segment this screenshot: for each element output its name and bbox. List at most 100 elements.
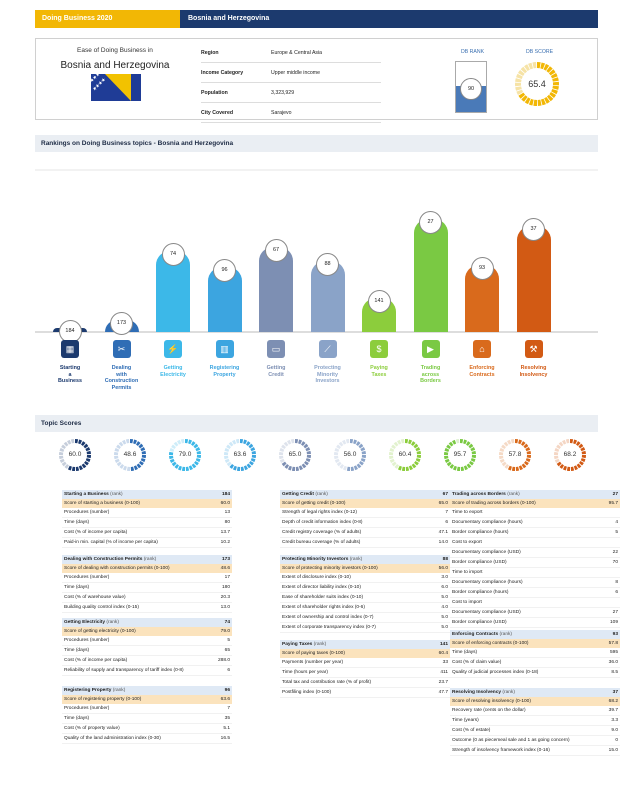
donut-segment — [250, 447, 256, 452]
topic-score-donut: 60.4 — [388, 438, 422, 472]
donut-segment — [518, 465, 523, 471]
topic-table-row: Procedures (number) 13 — [62, 508, 232, 518]
topic-table-row: Time (hours per year) 411 — [280, 668, 450, 678]
topic-table-row: Paid-in min. capital (% of income per ca… — [62, 538, 232, 548]
topic-table-row: Building quality control index (0-15) 13.… — [62, 603, 232, 613]
donut-segment — [463, 465, 468, 471]
topic-table-row: Reliability of supply and transparency o… — [62, 666, 232, 676]
donut-segment — [449, 463, 455, 469]
economy-info-table: Region Europe & Central Asia Income Categ… — [201, 43, 381, 123]
topic-score-value: 60.0 — [68, 451, 82, 458]
topic-table-row: Time (years) 3.3 — [450, 716, 620, 726]
donut-segment — [118, 441, 124, 447]
topic-table-row: Documentary compliance (hours) 8 — [450, 578, 620, 588]
topic-score-donut: 63.6 — [223, 438, 257, 472]
donut-segment — [85, 447, 91, 452]
bar-rank-label: 37 — [522, 217, 545, 241]
donut-segment — [279, 458, 285, 463]
bar-10 — [516, 225, 551, 332]
donut-segment — [558, 441, 564, 447]
donut-segment — [171, 461, 177, 467]
topic-table-row: Time (days) 595 — [450, 648, 620, 658]
topic-table-row: Cost (% of estate) 9.0 — [450, 726, 620, 736]
donut-segment — [415, 447, 421, 452]
donut-segment — [466, 463, 472, 469]
donut-segment — [191, 463, 197, 469]
topic-score-donut: 68.2 — [553, 438, 587, 472]
donut-segment — [303, 443, 309, 449]
donut-segment — [83, 460, 89, 466]
bar-rank-label: 74 — [161, 243, 185, 267]
donut-segment — [80, 441, 86, 447]
topic-table: Protecting Minority Investors (rank) 88 Sc… — [280, 555, 450, 633]
donut-segment — [501, 444, 507, 450]
donut-segment — [229, 463, 235, 469]
topic-table-score-row: Score of enforcing contracts (0-100) 57.8 — [450, 639, 620, 648]
donut-segment — [116, 461, 122, 467]
topic-table-header: Enforcing Contracts (rank) 93 — [450, 630, 620, 639]
donut-segment — [136, 463, 142, 469]
donut-segment — [389, 458, 395, 463]
donut-segment — [133, 465, 138, 471]
topic-table-row: Procedures (number) 7 — [62, 704, 232, 714]
topic-table-row: Time to import — [450, 568, 620, 578]
topic-label: Trading across Borders — [420, 365, 441, 384]
donut-segment — [358, 460, 364, 466]
topic-table-row: Cost to import — [450, 598, 620, 608]
donut-segment — [250, 458, 256, 463]
topic-table: Registering Property (rank) 96 Score of re… — [62, 686, 232, 744]
score-ring-segment — [549, 91, 557, 99]
topic-table-row: Border compliance (hours) 6 — [450, 588, 620, 598]
score-ring-segment — [550, 73, 558, 79]
topic-table-row: Credit registry coverage (% of adults) 47… — [280, 528, 450, 538]
db-score-value: 65.4 — [528, 79, 546, 89]
donut-segment — [470, 447, 476, 452]
donut-segment — [411, 463, 417, 469]
topic-score-value: 60.4 — [398, 451, 412, 458]
topic-score-value: 63.6 — [233, 451, 247, 458]
bar-rank-label: 184 — [58, 319, 82, 343]
donut-segment — [67, 439, 72, 445]
header-bar: Doing Business 2020 Bosnia and Herzegovi… — [35, 10, 598, 28]
donut-segment — [138, 460, 144, 466]
topic-score-donut: 57.8 — [498, 438, 532, 472]
donut-segment — [243, 465, 248, 471]
donut-segment — [355, 441, 361, 447]
topic-table-row: Border compliance (USD) 70 — [450, 558, 620, 568]
topic-table: Starting a Business (rank) 184 Score of st… — [62, 490, 232, 548]
bar-rank-label: 173 — [110, 312, 133, 336]
donut-segment — [507, 465, 512, 471]
donut-segment — [389, 447, 395, 452]
donut-segment — [232, 439, 237, 445]
topic-table: Paying Taxes (rank) 141 Score of paying ta… — [280, 640, 450, 698]
donut-segment — [559, 463, 565, 469]
donut-segment — [465, 441, 471, 447]
topic-table-row: Ease of shareholder suits index (0-10) 5.… — [280, 593, 450, 603]
donut-segment — [173, 441, 179, 447]
score-ring-segment — [524, 64, 530, 72]
topic-table-header: Resolving Insolvency (rank) 37 — [450, 688, 620, 697]
score-ring-segment — [521, 95, 528, 102]
donut-segment — [556, 444, 562, 450]
donut-segment — [246, 463, 252, 469]
score-ring-segment — [517, 69, 525, 77]
bosnia-flag-icon: ★ ★ ★ ★ ★ ★ ★ ★ ★ — [91, 74, 141, 101]
info-row-income: Income Category Upper middle income — [201, 63, 381, 83]
donut-segment — [452, 439, 457, 445]
donut-segment — [169, 447, 175, 452]
topic-score-value: 79.0 — [178, 451, 192, 458]
donut-segment — [140, 447, 146, 452]
donut-segment — [78, 465, 83, 471]
donut-segment — [83, 443, 89, 449]
donut-segment — [135, 441, 141, 447]
info-key: Income Category — [201, 69, 244, 76]
db-score-label: DB SCORE — [526, 49, 554, 55]
donut-segment — [287, 439, 292, 445]
topic-score-donut: 56.0 — [333, 438, 367, 472]
donut-segment — [114, 447, 120, 452]
topic-table-row: Cost (% of warehouse value) 20.3 — [62, 593, 232, 603]
topic-table: Trading across Borders (rank) 27 Score of … — [450, 490, 620, 628]
topic-table-row: Procedures (number) 17 — [62, 573, 232, 583]
donut-segment — [59, 458, 65, 463]
bar-rank-label: 93 — [470, 256, 494, 280]
